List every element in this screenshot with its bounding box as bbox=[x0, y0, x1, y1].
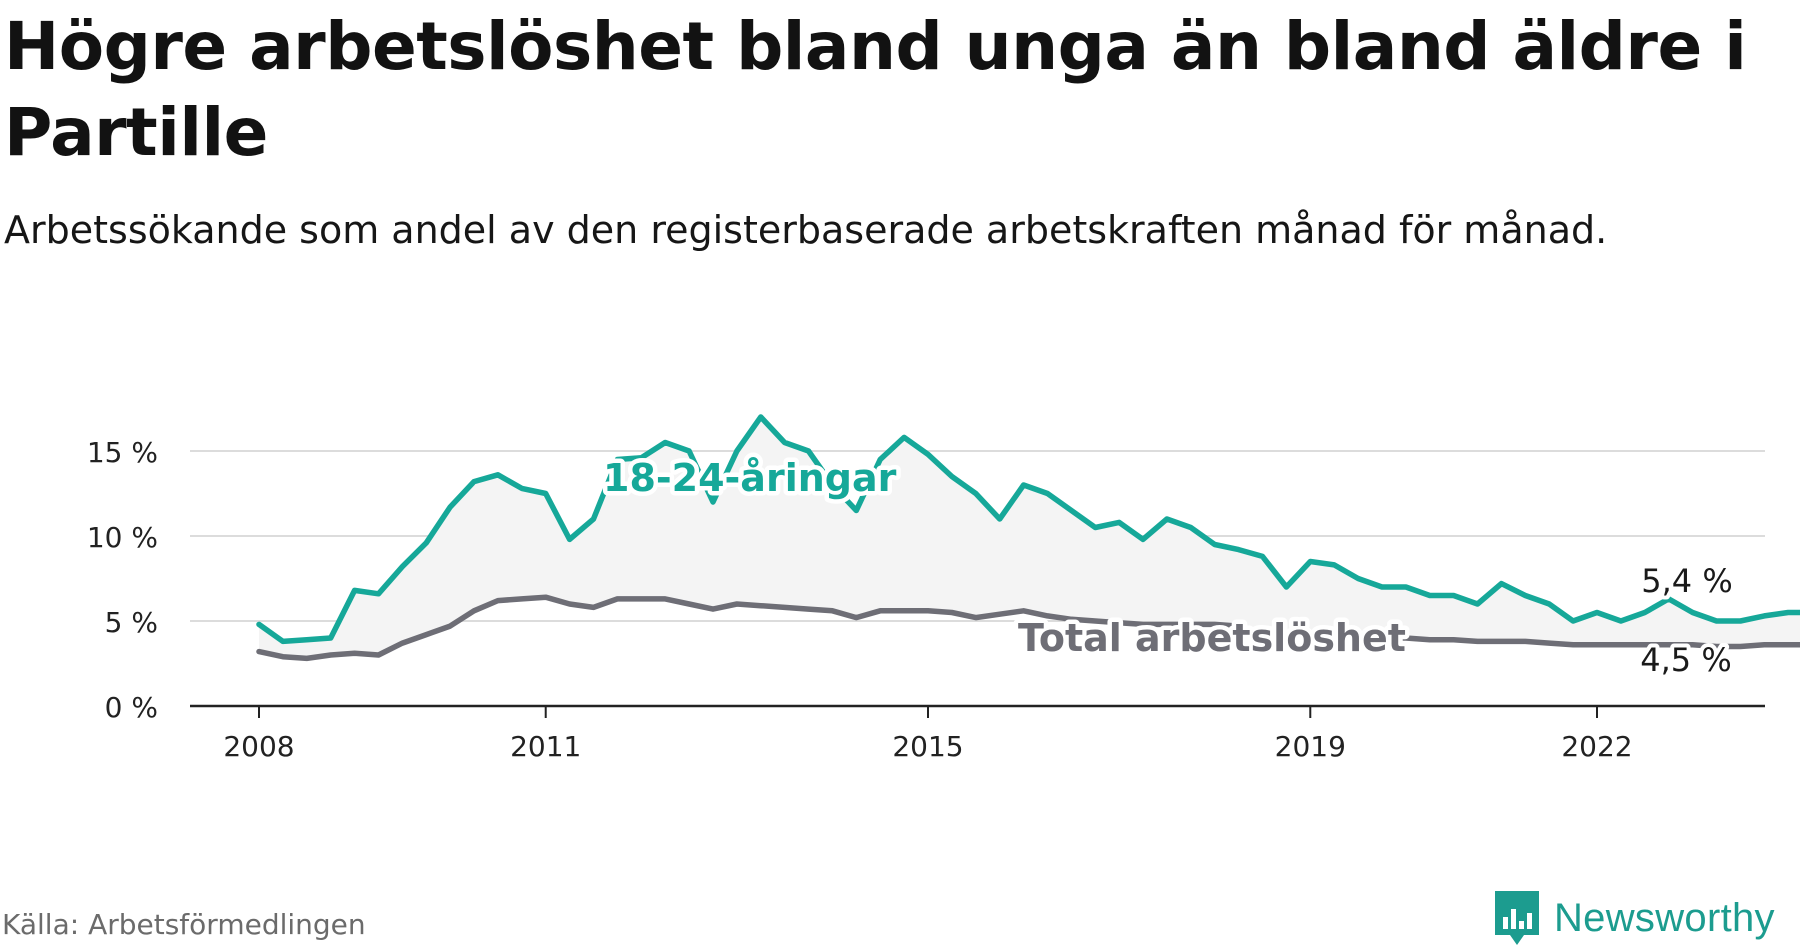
x-tick-label: 2015 bbox=[892, 730, 963, 763]
x-tick-label: 2011 bbox=[510, 730, 581, 763]
chart-subtitle: Arbetssökande som andel av den registerb… bbox=[4, 208, 1608, 252]
x-tick-label: 2019 bbox=[1275, 730, 1346, 763]
series-label-total: Total arbetslöshet bbox=[1018, 616, 1406, 660]
y-tick-label: 0 % bbox=[105, 691, 158, 724]
brand-logo[interactable]: Newsworthy bbox=[1492, 886, 1775, 950]
series-line-youth bbox=[256, 414, 1800, 645]
y-tick-label: 10 % bbox=[87, 521, 158, 554]
newsworthy-logo-icon bbox=[1495, 891, 1539, 945]
y-tick-label: 5 % bbox=[105, 606, 158, 639]
chart-title: Högre arbetslöshet bland unga än bland ä… bbox=[4, 8, 1747, 171]
source-note: Källa: Arbetsförmedlingen bbox=[2, 908, 366, 941]
x-axis-ticks: 2008 2011 2015 2019 2022 bbox=[223, 706, 1633, 763]
x-tick-label: 2022 bbox=[1561, 730, 1632, 763]
x-tick-label: 2008 bbox=[223, 730, 294, 763]
series-label-youth: 18-24-åringar bbox=[603, 456, 897, 500]
end-value-label-total: 4,5 % bbox=[1640, 641, 1731, 679]
y-axis-ticks: 0 % 5 % 10 % 15 % bbox=[87, 436, 158, 724]
y-tick-label: 15 % bbox=[87, 436, 158, 469]
brand-name: Newsworthy bbox=[1554, 895, 1775, 940]
end-value-label-youth: 5,4 % bbox=[1641, 562, 1732, 600]
series-line-total bbox=[256, 594, 1800, 662]
